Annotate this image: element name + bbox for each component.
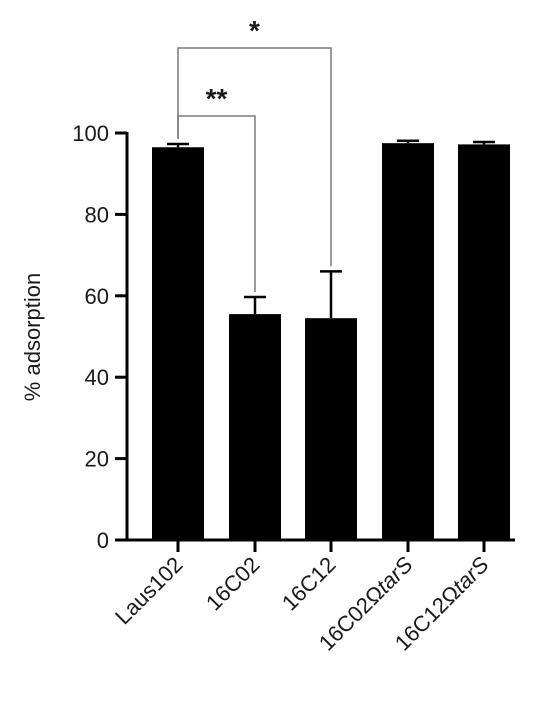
significance-bracket [177, 47, 332, 267]
bar [152, 147, 204, 540]
significance-label: ** [206, 83, 228, 114]
significance-annotations: *** [177, 15, 332, 293]
y-tick-label: 0 [97, 528, 109, 553]
x-tick-label: Laus102 [110, 552, 187, 629]
bar [229, 314, 281, 540]
y-tick-label: 100 [72, 121, 109, 146]
bar [382, 143, 434, 541]
x-tick-label: 16C02 [201, 552, 265, 616]
y-tick-label: 40 [85, 365, 109, 390]
bar [305, 318, 357, 540]
y-tick-label: 80 [85, 202, 109, 227]
bars [152, 139, 510, 541]
y-axis-title: % adsorption [20, 273, 45, 401]
y-tick-label: 60 [85, 284, 109, 309]
significance-label: * [249, 15, 260, 46]
y-tick-label: 20 [85, 447, 109, 472]
y-axis: 0 20 40 60 80 100 [72, 121, 129, 553]
bar [458, 144, 510, 540]
x-tick-label: 16C12 [277, 552, 341, 616]
